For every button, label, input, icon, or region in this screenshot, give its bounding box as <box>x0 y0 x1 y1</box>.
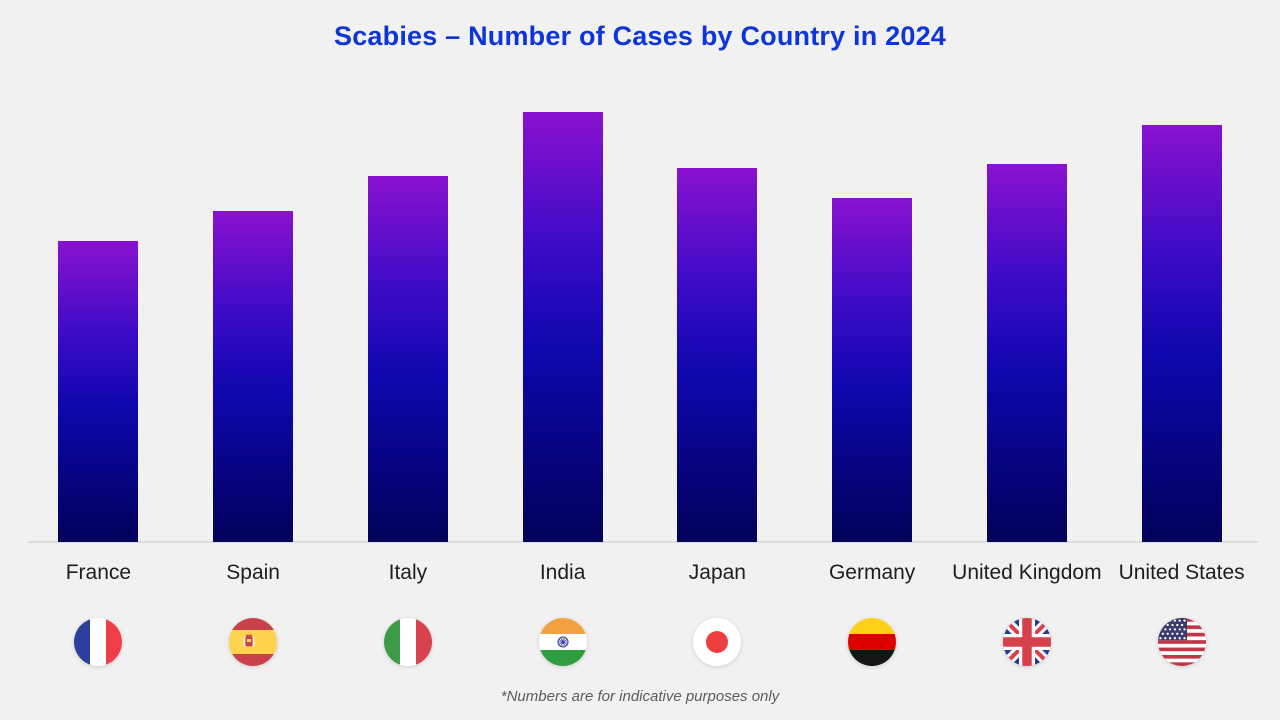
chart-title: Scabies – Number of Cases by Country in … <box>333 21 946 51</box>
germany-flag-icon <box>848 618 897 666</box>
united-states-flag-icon <box>1157 618 1206 666</box>
bar-column-india: India <box>485 0 640 720</box>
bar-column-united-kingdom: United Kingdom <box>950 0 1105 720</box>
bar-column-germany: Germany <box>795 0 950 720</box>
category-label-italy: Italy <box>388 561 428 584</box>
france-flag-icon <box>74 618 123 666</box>
category-label-united-states: United States <box>1118 561 1245 584</box>
bar-column-united-states: United States <box>1104 0 1259 720</box>
spain-flag-icon <box>229 618 278 666</box>
category-label-germany: Germany <box>828 561 916 584</box>
bar-column-spain: Spain <box>176 0 331 720</box>
bar-column-france: France <box>21 0 176 720</box>
bar-france <box>58 241 139 542</box>
category-label-united-kingdom: United Kingdom <box>952 561 1102 584</box>
bar-japan <box>677 168 758 542</box>
bar-italy <box>367 176 448 542</box>
category-label-spain: Spain <box>226 561 280 584</box>
bar-column-italy: Italy <box>331 0 486 720</box>
bar-united-states <box>1141 125 1222 542</box>
india-flag-icon <box>538 618 587 666</box>
x-axis-line <box>28 541 1258 543</box>
bar-column-japan: Japan <box>640 0 795 720</box>
category-label-france: France <box>65 561 132 584</box>
bar-india <box>522 112 603 542</box>
italy-flag-icon <box>383 618 432 666</box>
bar-chart: France Spain Italy India Japan Germany United … <box>21 0 1259 720</box>
footnote: *Numbers are for indicative purposes onl… <box>500 688 780 705</box>
bar-united-kingdom <box>986 164 1067 542</box>
bar-spain <box>213 211 294 542</box>
category-label-japan: Japan <box>688 561 746 584</box>
united-kingdom-flag-icon <box>1002 618 1051 666</box>
category-label-india: India <box>539 561 586 584</box>
japan-flag-icon <box>693 618 742 666</box>
bar-germany <box>832 198 913 542</box>
